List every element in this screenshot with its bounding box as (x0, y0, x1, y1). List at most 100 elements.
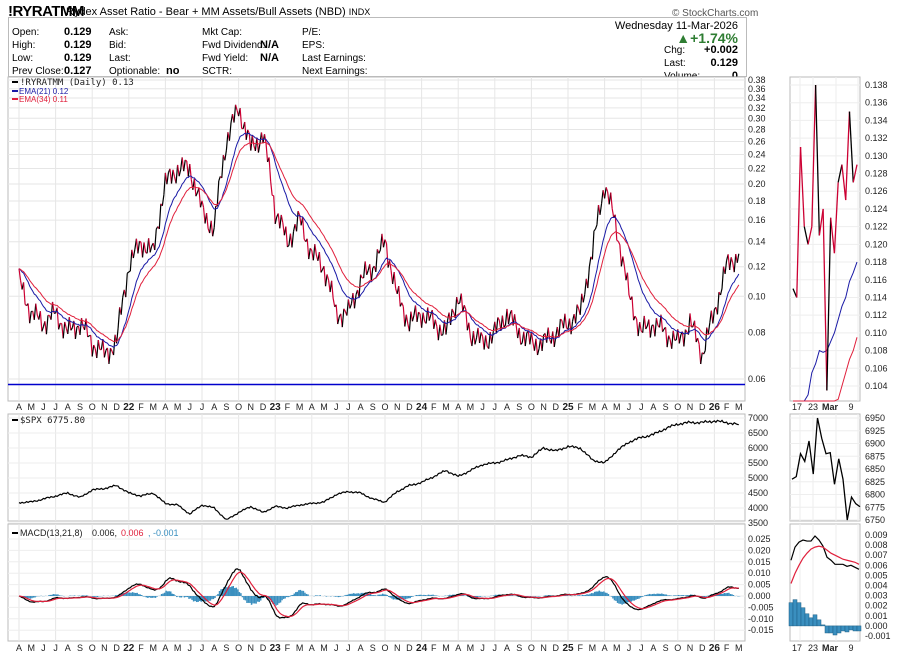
mini-price-segment (799, 146, 805, 227)
macd-hist-bar (154, 596, 157, 598)
price-segment (405, 314, 409, 325)
y-tick-label: 0.20 (748, 179, 766, 189)
x-tick-label: M (735, 643, 743, 653)
x-tick-label: M (174, 402, 182, 412)
mini-hist-bar (824, 625, 830, 634)
price-segment (472, 331, 476, 345)
x-tick-label: A (162, 402, 168, 412)
price-segment (148, 238, 151, 253)
price-segment (244, 121, 247, 140)
price-segment (535, 338, 539, 356)
macd-hist-bar (680, 595, 683, 596)
macd-hist-bar (593, 591, 596, 596)
price-segment (302, 217, 305, 240)
price-segment (41, 326, 44, 332)
x-tick-label: J (200, 402, 205, 412)
price-segment (382, 239, 386, 248)
price-segment (27, 303, 31, 324)
macd-hist-bar (450, 595, 453, 596)
legend-ema34: EMA(34) 0.11 (19, 95, 68, 104)
y-tick-label: 0.08 (748, 327, 766, 337)
macd-hist-bar (371, 595, 373, 596)
y-tick-label: 6925 (865, 426, 885, 436)
y-tick-label: 0.007 (865, 550, 888, 560)
y-tick-label: 0.14 (748, 237, 766, 247)
price-segment (91, 344, 95, 357)
macd-hist-bar (612, 596, 614, 599)
y-tick-label: 0.015 (748, 557, 771, 567)
x-tick-label: F (577, 402, 583, 412)
macd-hist-bar (343, 595, 346, 596)
macd-hist-bar (136, 592, 138, 596)
macd-hist-bar (141, 595, 143, 596)
legend-signal-value: 0.006 (121, 528, 144, 538)
x-tick-label: S (223, 643, 229, 653)
price-segment (401, 302, 404, 307)
macd-hist-bar (273, 596, 276, 605)
price-segment (416, 311, 420, 323)
macd-hist-bar (31, 596, 33, 599)
mini-hist-bar (848, 625, 854, 631)
price-segment (730, 257, 734, 263)
price-segment (308, 248, 311, 260)
price-segment (605, 187, 609, 192)
macd-hist-bar (596, 591, 599, 596)
mini-hist-bar (828, 625, 834, 634)
x-tick-label: N (248, 643, 255, 653)
macd-line (18, 568, 739, 619)
macd-hist-bar (659, 593, 662, 596)
y-tick-label: 6775 (865, 502, 885, 512)
macd-hist-bar (418, 594, 421, 596)
price-segment (552, 331, 555, 347)
price-segment (347, 299, 351, 309)
mini-price-segment (826, 217, 832, 391)
macd-hist-bar (186, 596, 189, 598)
macd-hist-bar (578, 595, 581, 596)
info-value: 0.129 (64, 26, 92, 38)
price-segment (524, 332, 528, 347)
price-segment (678, 334, 682, 344)
price-segment (195, 192, 198, 197)
price-segment (622, 256, 626, 267)
x-tick-label: D (699, 402, 706, 412)
info-value: N/A (260, 39, 279, 51)
price-segment (166, 172, 170, 185)
macd-hist-bar (690, 594, 692, 596)
y-tick-label: 0.005 (748, 580, 771, 590)
macd-hist-bar (165, 590, 167, 596)
x-tick-label: M (27, 402, 35, 412)
price-segment (70, 327, 73, 331)
price-segment (662, 328, 665, 333)
macd-hist-bar (664, 594, 666, 596)
price-segment (704, 327, 708, 351)
price-segment (103, 350, 107, 358)
x-tick-label: J (41, 402, 46, 412)
macd-hist-bar (160, 593, 163, 596)
mini-price-segment (818, 208, 824, 236)
price-segment (478, 332, 482, 344)
price-segment (693, 320, 697, 343)
y-tick-label: 6850 (865, 464, 885, 474)
price-segment (117, 307, 121, 329)
price-segment (306, 238, 310, 260)
info-label: Fwd Yield: (202, 53, 249, 64)
y-tick-label: 0.000 (865, 621, 888, 631)
macd-hist-bar (246, 596, 248, 603)
copyright[interactable]: © StockCharts.com (672, 8, 759, 19)
macd-hist-bar (194, 596, 196, 602)
price-segment (218, 176, 221, 182)
y-tick-label: 0.124 (865, 204, 888, 214)
macd-hist-bar (284, 596, 286, 599)
price-segment (331, 280, 334, 299)
macd-hist-bar (452, 594, 454, 596)
info-label: Ask: (109, 27, 129, 38)
y-tick-label: 0.36 (748, 84, 766, 94)
mini-price-segment (807, 226, 813, 245)
mini-price-segment (792, 288, 798, 298)
price-segment (707, 322, 711, 334)
macd-hist-bar (636, 596, 639, 600)
y-tick-label: 0.126 (865, 186, 888, 196)
macd-hist-bar (81, 595, 84, 596)
macd-hist-bar (534, 596, 536, 597)
